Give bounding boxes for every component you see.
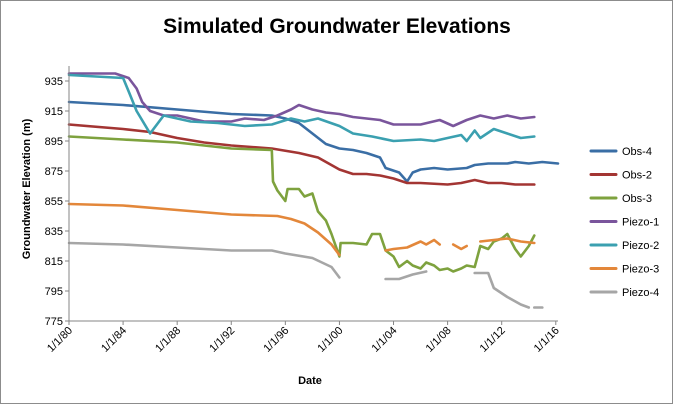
- legend-label: Obs-2: [622, 170, 652, 182]
- series-line-piezo-3-4: [478, 237, 536, 245]
- legend-label: Obs-4: [622, 146, 652, 158]
- legend-label: Piezo-2: [622, 240, 659, 252]
- x-tick-label: 1/1/04: [370, 325, 400, 355]
- series-piezo-4: [67, 241, 544, 309]
- chart-title: Simulated Groundwater Elevations: [163, 15, 511, 38]
- x-tick-label: 1/1/16: [532, 325, 562, 355]
- series-line-piezo-3-3: [451, 243, 469, 251]
- x-tick-label: 1/1/96: [261, 325, 291, 355]
- legend-item-piezo-4: Piezo-4: [589, 287, 659, 299]
- y-tick-label: 855: [45, 196, 63, 208]
- x-tick-label: 1/1/12: [478, 325, 508, 355]
- y-axis-title: Groundwater Elevation (m): [21, 118, 33, 259]
- legend-item-piezo-2: Piezo-2: [589, 240, 659, 252]
- series-obs-3: [67, 135, 536, 273]
- series-line-piezo-3-2: [384, 238, 442, 252]
- legend-label: Piezo-4: [622, 287, 659, 299]
- y-tick-label: 795: [45, 286, 63, 298]
- series-line-obs-4-1: [67, 100, 560, 183]
- series-line-piezo-4-2: [384, 270, 428, 281]
- legend-item-obs-2: Obs-2: [589, 170, 652, 182]
- x-tick-label: 1/1/08: [424, 325, 454, 355]
- x-tick-label: 1/1/92: [207, 325, 237, 355]
- series-line-obs-2-1: [67, 123, 536, 186]
- series-piezo-3: [67, 202, 536, 257]
- y-tick-label: 875: [45, 166, 63, 178]
- series-line-obs-3-1: [67, 135, 536, 273]
- y-tick-label: 775: [45, 316, 63, 328]
- legend: Obs-4 Obs-2 Obs-3 Piezo-1 Piezo-2 Piezo-3 Piez…: [589, 146, 659, 299]
- x-tick-label: 1/1/00: [315, 325, 345, 355]
- legend-item-piezo-1: Piezo-1: [589, 217, 659, 229]
- plot-area: [67, 72, 560, 309]
- x-tick-label: 1/1/84: [99, 325, 129, 355]
- series-line-piezo-2-1: [67, 73, 536, 143]
- x-tick-label: 1/1/88: [153, 325, 183, 355]
- y-tick-label: 835: [45, 226, 63, 238]
- y-tick-label: 815: [45, 256, 63, 268]
- series-line-piezo-4-3: [473, 271, 531, 309]
- series-line-piezo-4-1: [67, 241, 341, 279]
- series-line-piezo-3-1: [67, 202, 341, 257]
- series-piezo-2: [67, 73, 536, 143]
- y-tick-label: 895: [45, 136, 63, 148]
- legend-item-obs-4: Obs-4: [589, 146, 652, 158]
- x-axis-title: Date: [298, 375, 322, 387]
- legend-item-obs-3: Obs-3: [589, 193, 652, 205]
- axes: 775 795 815 835 855 875 895 915 935 1/1/80 1/1/84 1…: [45, 66, 562, 355]
- y-tick-label: 915: [45, 106, 63, 118]
- y-tick-label: 935: [45, 76, 63, 88]
- series-obs-4: [67, 100, 560, 183]
- legend-label: Piezo-1: [622, 217, 659, 229]
- legend-label: Piezo-3: [622, 264, 659, 276]
- legend-item-piezo-3: Piezo-3: [589, 264, 659, 276]
- series-piezo-1: [67, 72, 536, 128]
- legend-label: Obs-3: [622, 193, 652, 205]
- x-tick-label: 1/1/80: [45, 325, 75, 355]
- series-obs-2: [67, 123, 536, 186]
- series-line-piezo-1-1: [67, 72, 536, 128]
